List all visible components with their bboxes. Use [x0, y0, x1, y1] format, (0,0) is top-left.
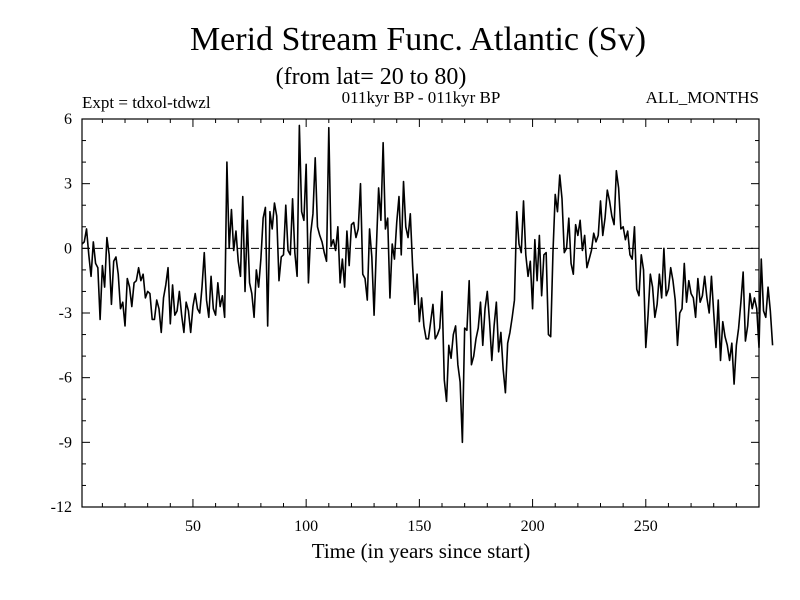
plot-frame [81, 118, 760, 508]
y-axis: 6 3 0 -3 -6 -9 -12 [51, 111, 759, 516]
y-tick-label: -3 [59, 305, 72, 322]
x-tick-label: 150 [407, 518, 431, 535]
x-axis-label: Time (in years since start) [312, 539, 531, 563]
x-axis: 50 100 150 200 250 [101, 119, 737, 535]
y-tick-label: -12 [51, 499, 72, 516]
x-tick-label: 100 [294, 518, 318, 535]
months-label: ALL_MONTHS [646, 88, 759, 107]
chart-subtitle: (from lat= 20 to 80) [276, 64, 467, 90]
series-line [81, 124, 774, 444]
x-tick-label: 250 [634, 518, 658, 535]
expt-label: Expt = tdxol-tdwzl [82, 93, 211, 112]
y-tick-label: 0 [64, 240, 72, 257]
period-label: 011kyr BP - 011kyr BP [342, 88, 501, 107]
y-tick-label: 3 [64, 176, 72, 193]
y-tick-label: -9 [59, 434, 72, 451]
x-tick-label: 200 [521, 518, 545, 535]
x-tick-label: 50 [185, 518, 201, 535]
chart-title: Merid Stream Func. Atlantic (Sv) [190, 21, 646, 58]
y-tick-label: 6 [64, 111, 72, 128]
y-tick-label: -6 [59, 370, 72, 387]
